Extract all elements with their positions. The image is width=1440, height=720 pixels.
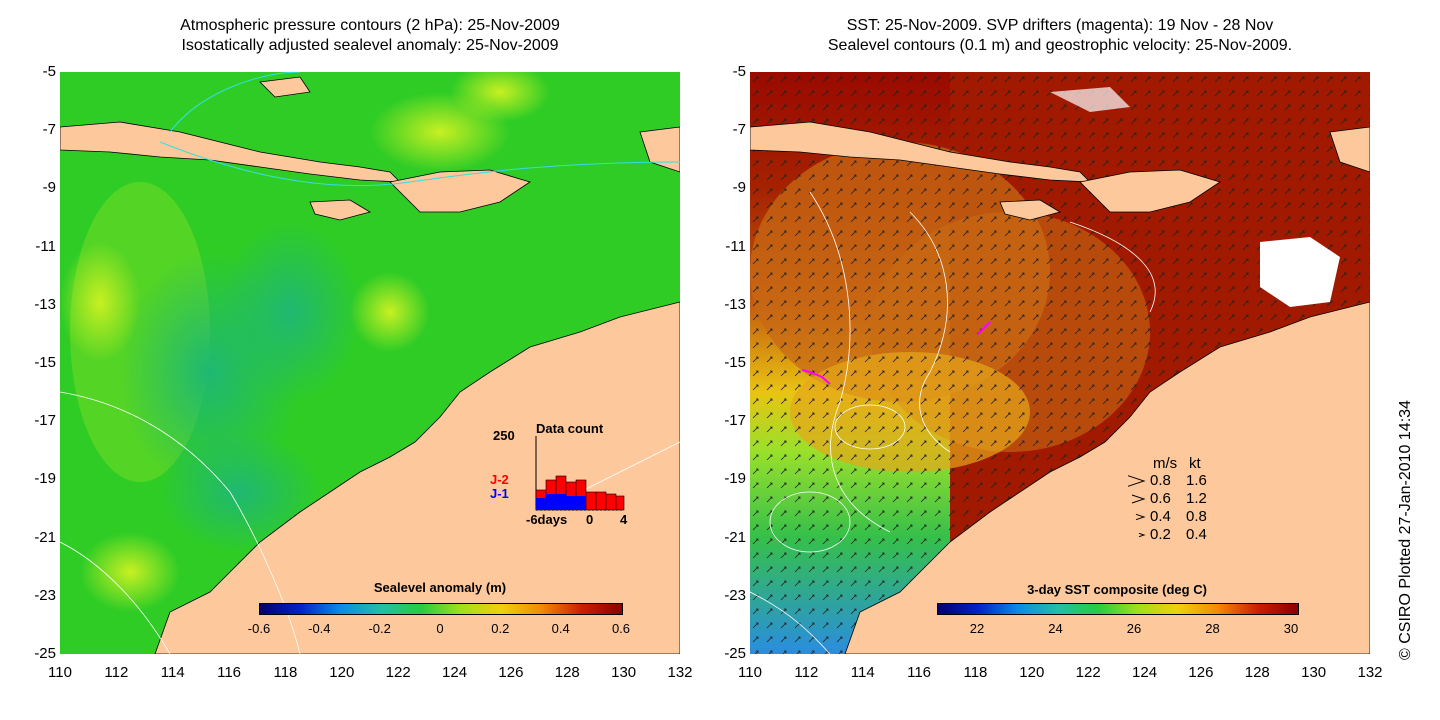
left-lat-label: -9	[42, 179, 56, 197]
right-lon-label: 130	[1301, 664, 1327, 681]
left-lat-label: -21	[34, 528, 56, 546]
sla-colorbar-label: -0.2	[368, 621, 391, 636]
left-lon-label: 126	[498, 664, 524, 681]
left-lon-label: 128	[554, 664, 580, 681]
sst-colorbar-label: 24	[1048, 621, 1063, 636]
left-title-line1: Atmospheric pressure contours (2 hPa): 2…	[180, 17, 560, 34]
velocity-legend-ms: 0.8	[1150, 472, 1171, 489]
right-lat-label: -5	[732, 63, 746, 80]
sla-colorbar	[259, 603, 623, 615]
sla-colorbar-label: 0	[436, 621, 444, 636]
left-lon-label: 130	[611, 664, 637, 681]
j1-label: J-1	[490, 486, 509, 501]
right-lon-label: 118	[963, 664, 988, 681]
velocity-legend-kt: 1.2	[1186, 490, 1207, 507]
data-count-title: Data count	[536, 421, 604, 436]
left-lat-label: -15	[34, 354, 56, 371]
sst-colorbar	[937, 603, 1299, 615]
right-lon-label: 110	[738, 664, 762, 681]
vel-legend-ms-header: m/s	[1153, 455, 1178, 472]
right-lon-label: 116	[907, 664, 932, 681]
left-lat-label: -11	[35, 237, 56, 255]
copyright-note: © CSIRO Plotted 27-Jan-2010 14:34	[1397, 400, 1414, 660]
left-lat-label: -5	[42, 63, 56, 80]
right-lon-label: 120	[1019, 664, 1045, 681]
velocity-arrow-icon	[1138, 532, 1146, 538]
left-lon-label: 112	[104, 664, 129, 681]
data-count-chart	[535, 436, 625, 511]
sst-colorbar-title: 3-day SST composite (deg C)	[1027, 582, 1207, 597]
right-lon-label: 112	[794, 664, 819, 681]
left-lat-label: -13	[34, 295, 56, 313]
left-lat-label: -17	[34, 412, 56, 430]
right-title-line1: SST: 25-Nov-2009. SVP drifters (magenta)…	[846, 17, 1274, 34]
right-lon-label: 132	[1357, 664, 1383, 681]
right-lat-label: -7	[732, 121, 746, 139]
left-lat-label: -7	[42, 121, 56, 139]
right-title-line2: Sealevel contours (0.1 m) and geostrophi…	[827, 37, 1293, 54]
velocity-arrow-icon	[1127, 475, 1146, 487]
left-lon-label: 116	[217, 664, 242, 681]
sla-colorbar-label: -0.4	[308, 621, 331, 636]
right-lat-label: -17	[724, 412, 746, 430]
data-count-x1: 0	[586, 512, 594, 527]
sla-colorbar-label: 0.4	[551, 621, 570, 636]
sla-colorbar-label: -0.6	[247, 621, 271, 636]
sst-colorbar-label: 22	[969, 621, 985, 636]
left-lon-label: 124	[442, 664, 468, 681]
sla-colorbar-label: 0.2	[491, 621, 510, 636]
right-lon-label: 128	[1244, 664, 1270, 681]
left-lat-label: -23	[34, 586, 56, 604]
left-lon-label: 120	[329, 664, 355, 681]
sla-colorbar-title: Sealevel anomaly (m)	[373, 580, 507, 595]
velocity-legend-kt: 0.4	[1186, 526, 1207, 543]
velocity-legend-kt: 0.8	[1186, 508, 1207, 525]
right-lat-label: -19	[724, 470, 746, 488]
sst-colorbar-label: 28	[1205, 621, 1220, 636]
velocity-legend-ms: 0.2	[1150, 526, 1171, 543]
sst-map	[750, 72, 1370, 654]
left-lat-label: -19	[34, 470, 56, 488]
right-lat-label: -11	[725, 237, 746, 255]
left-lat-label: -25	[34, 645, 56, 662]
data-count-ymax: 250	[493, 428, 515, 443]
left-lon-label: 110	[48, 664, 72, 681]
right-lon-label: 126	[1188, 664, 1214, 681]
velocity-arrow-icon	[1131, 494, 1146, 504]
right-lat-label: -21	[724, 528, 746, 546]
left-lon-label: 132	[667, 664, 693, 681]
right-lon-label: 124	[1132, 664, 1158, 681]
velocity-arrow-icon	[1135, 513, 1146, 521]
right-map-title: SST: 25-Nov-2009. SVP drifters (magenta)…	[750, 16, 1370, 56]
left-lon-label: 122	[385, 664, 411, 681]
sst-colorbar-label: 26	[1126, 621, 1142, 636]
data-count-x2: 4	[620, 512, 628, 527]
right-lon-label: 122	[1075, 664, 1101, 681]
left-lon-label: 114	[160, 664, 185, 681]
right-lon-label: 114	[850, 664, 875, 681]
velocity-legend-ms: 0.6	[1150, 490, 1171, 507]
left-map-title: Atmospheric pressure contours (2 hPa): 2…	[60, 16, 680, 56]
right-lat-label: -9	[732, 179, 746, 197]
velocity-legend-kt: 1.6	[1186, 472, 1207, 489]
sla-colorbar-label: 0.6	[611, 621, 631, 636]
right-lat-label: -13	[724, 295, 746, 313]
left-lon-label: 118	[273, 664, 298, 681]
velocity-legend-ms: 0.4	[1150, 508, 1171, 525]
right-lat-label: -25	[724, 645, 746, 662]
j2-label: J-2	[490, 472, 509, 487]
sst-colorbar-label: 30	[1283, 621, 1299, 636]
right-lat-label: -23	[724, 586, 746, 604]
vel-legend-kt-header: kt	[1189, 455, 1201, 472]
right-lat-label: -15	[724, 354, 746, 371]
left-title-line2: Isostatically adjusted sealevel anomaly:…	[181, 37, 559, 54]
data-count-x0: -6days	[526, 512, 568, 527]
sealevel-anomaly-map	[60, 72, 680, 654]
